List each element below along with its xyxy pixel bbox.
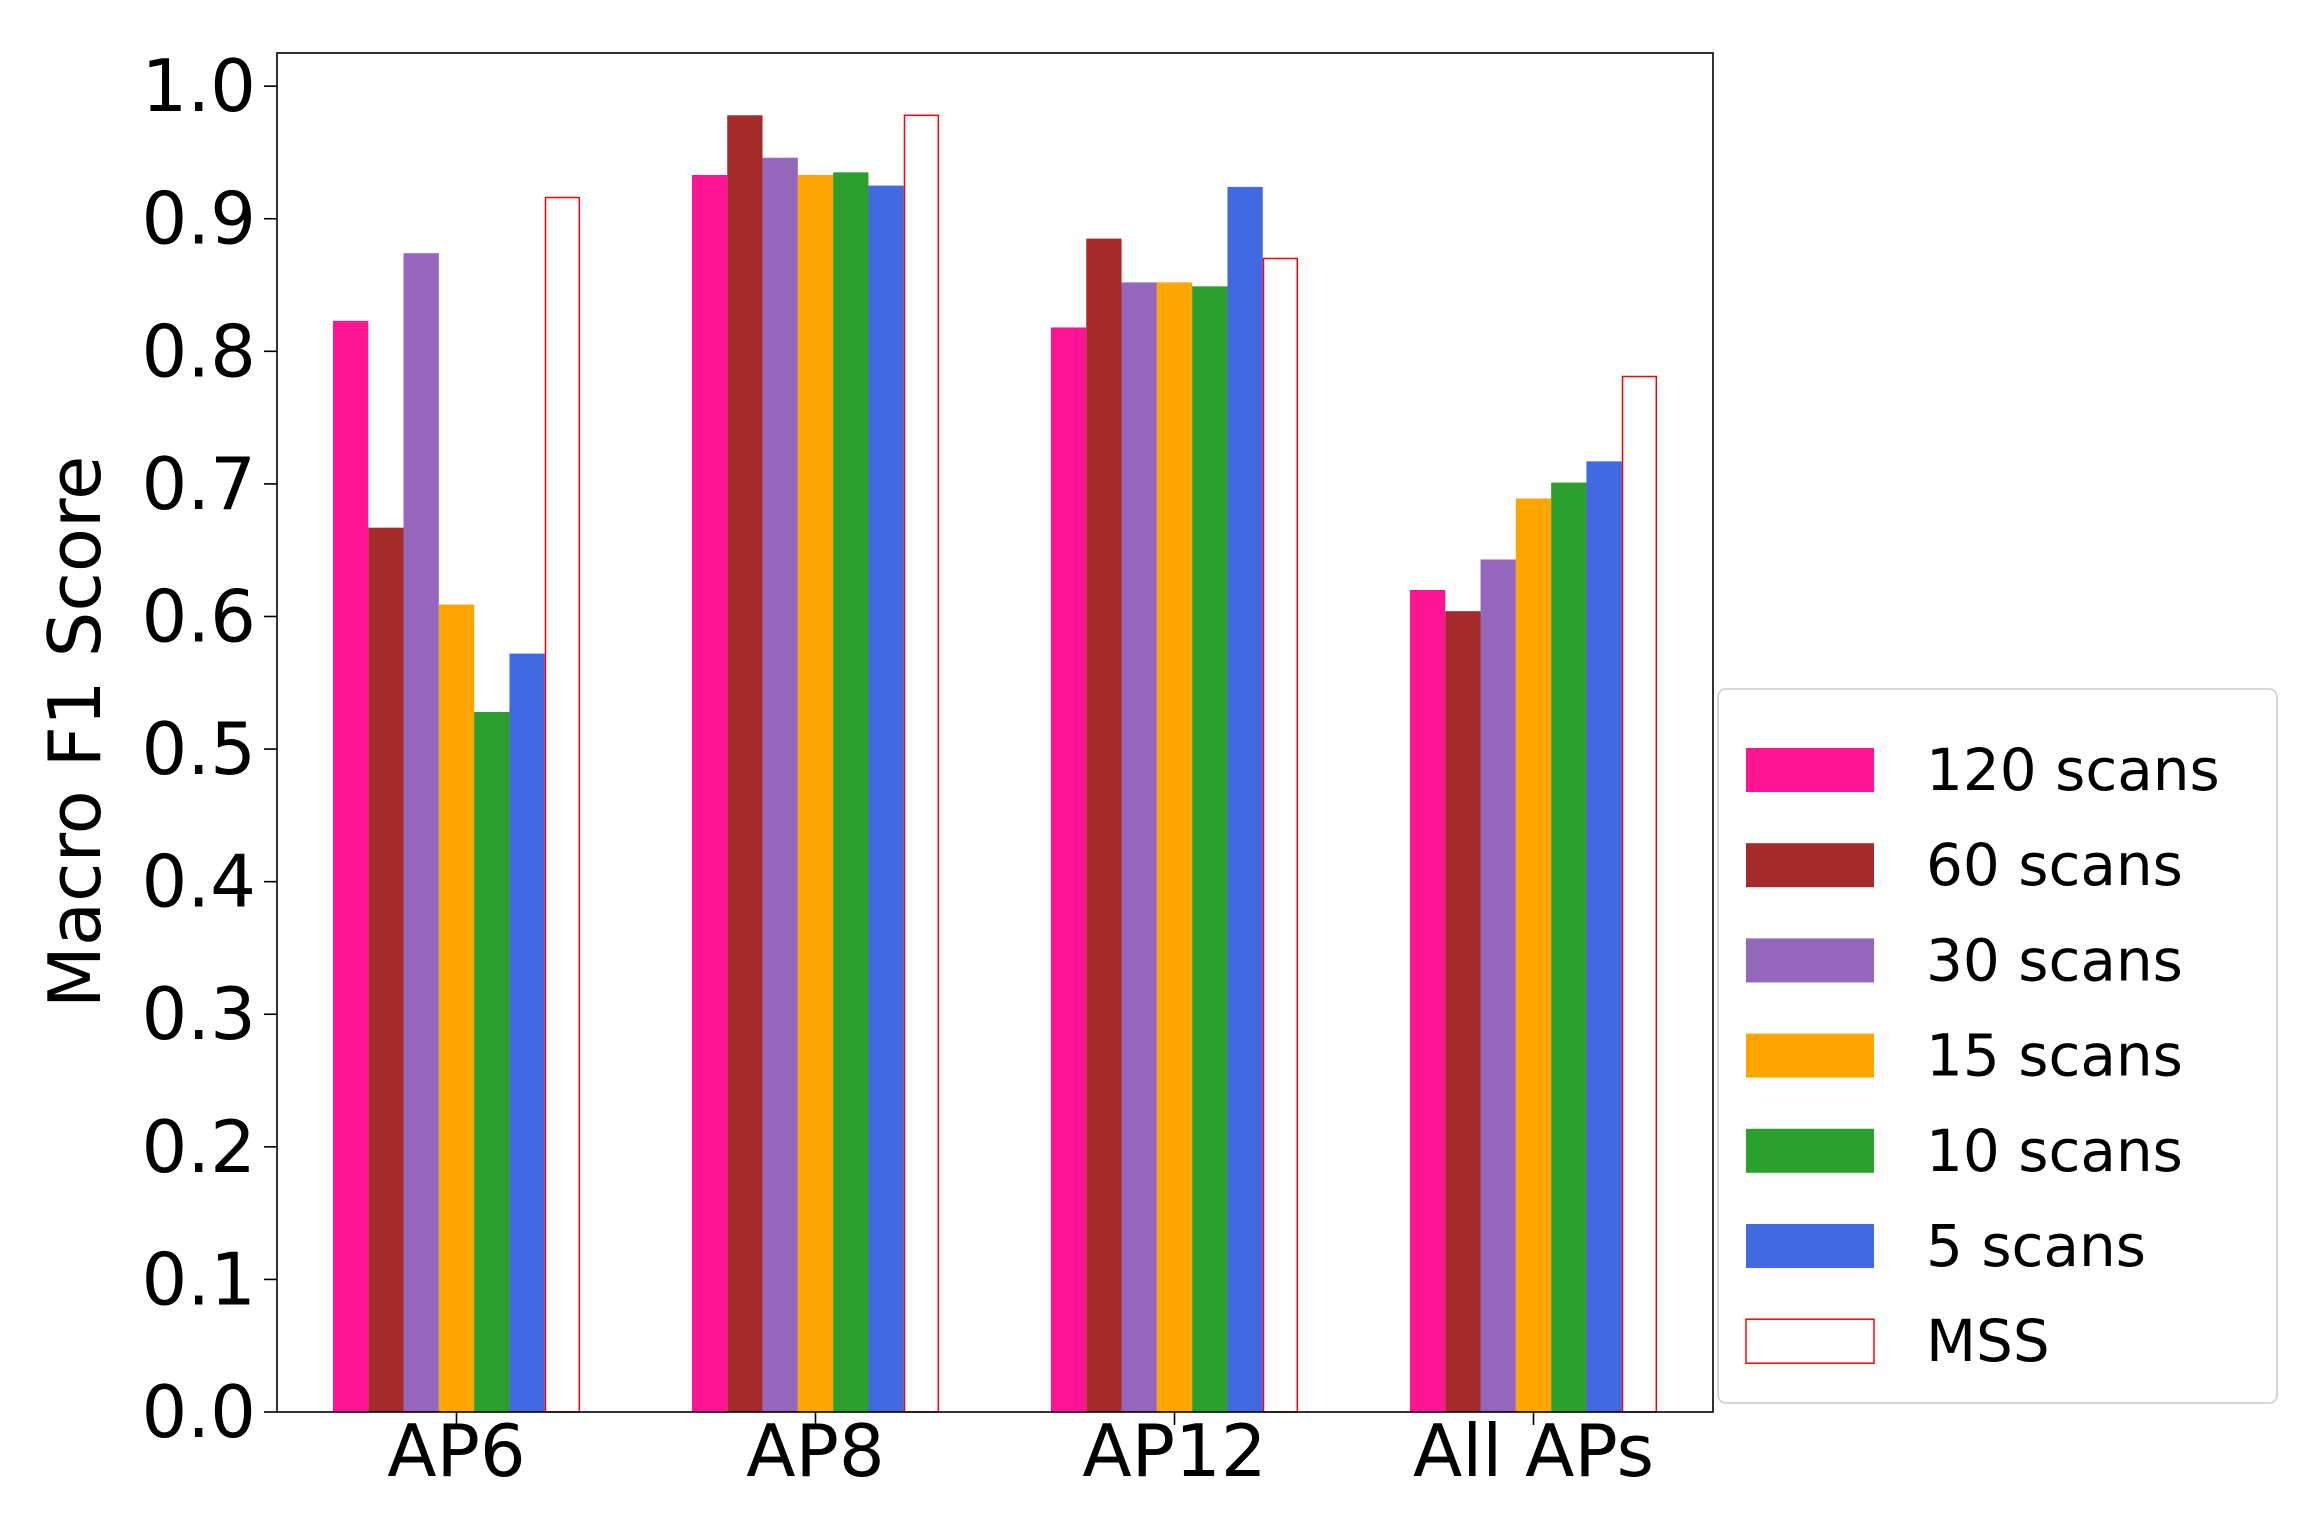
y-tick-label: 1.0 [141, 44, 256, 128]
bar-30-scans-ap12 [1121, 282, 1157, 1412]
x-tick-label: AP8 [746, 1409, 884, 1493]
legend-label: 60 scans [1926, 831, 2183, 899]
legend-swatch-mss [1745, 1318, 1875, 1364]
bar-5-scans-ap8 [868, 185, 904, 1413]
bar-120-scans-ap6 [332, 320, 369, 1412]
legend-swatch-30-scans [1746, 938, 1874, 983]
legend-label: 15 scans [1926, 1022, 2183, 1090]
legend-swatch-5-scans [1746, 1224, 1874, 1268]
bar-10-scans-all-aps [1551, 482, 1587, 1412]
legend-swatch-10-scans [1746, 1128, 1874, 1173]
bar-mss-ap12 [1262, 257, 1299, 1413]
bar-15-scans-all-aps [1515, 498, 1552, 1412]
y-axis-label: Macro F1 Score [33, 456, 117, 1009]
legend-swatch-120-scans [1746, 748, 1874, 792]
y-tick-label: 0.9 [141, 177, 256, 261]
y-tick-label: 0.7 [141, 442, 256, 526]
bar-30-scans-ap8 [762, 157, 798, 1412]
y-tick-label: 0.6 [141, 574, 256, 658]
bar-5-scans-ap12 [1227, 186, 1263, 1412]
legend-swatch-15-scans [1746, 1033, 1874, 1078]
legend-label: 10 scans [1926, 1117, 2183, 1185]
bar-30-scans-all-aps [1480, 559, 1516, 1412]
bar-60-scans-ap12 [1086, 238, 1122, 1412]
plot-frame [276, 52, 1714, 1413]
legend: 120 scans 60 scans 30 scans 15 scans 10 scan… [1717, 688, 2278, 1404]
bar-30-scans-ap6 [403, 253, 439, 1413]
bar-120-scans-ap8 [691, 174, 728, 1413]
bar-10-scans-ap6 [474, 711, 510, 1412]
bars-layer [332, 114, 1658, 1413]
bar-mss-all-aps [1621, 375, 1658, 1413]
bar-120-scans-ap12 [1050, 327, 1087, 1413]
x-tick-label: All APs [1413, 1409, 1654, 1493]
bar-mss-ap8 [903, 114, 940, 1413]
bar-10-scans-ap8 [833, 172, 869, 1413]
legend-label: 30 scans [1926, 926, 2183, 994]
y-tick-label: 0.1 [141, 1237, 256, 1321]
x-tick-label: AP6 [387, 1409, 525, 1493]
x-tick-label: AP12 [1082, 1409, 1266, 1493]
bar-60-scans-all-aps [1445, 611, 1481, 1412]
y-tick-label: 0.8 [141, 309, 256, 393]
bar-5-scans-all-aps [1586, 461, 1622, 1412]
bar-15-scans-ap12 [1156, 282, 1193, 1412]
bar-10-scans-ap12 [1192, 286, 1228, 1413]
axes-layer: 0.0 0.1 0.2 0.3 0.4 0.5 0.6 0.7 0.8 0.9 1.0 AP6 AP8 A… [33, 44, 1714, 1493]
bar-15-scans-ap6 [438, 604, 475, 1412]
bar-60-scans-ap8 [727, 115, 763, 1412]
legend-label: 5 scans [1926, 1212, 2146, 1280]
bar-120-scans-all-aps [1409, 589, 1446, 1412]
y-tick-label: 0.0 [141, 1370, 256, 1454]
bar-15-scans-ap8 [797, 174, 834, 1413]
bar-mss-ap6 [544, 196, 581, 1413]
y-tick-label: 0.3 [141, 972, 256, 1056]
bar-5-scans-ap6 [509, 653, 545, 1412]
legend-swatch-60-scans [1746, 843, 1874, 888]
y-tick-label: 0.5 [141, 707, 256, 791]
legend-label: 120 scans [1926, 736, 2220, 804]
legend-label: MSS [1926, 1307, 2050, 1375]
y-tick-label: 0.2 [141, 1105, 256, 1189]
bar-60-scans-ap6 [368, 527, 404, 1412]
y-tick-label: 0.4 [141, 840, 256, 924]
